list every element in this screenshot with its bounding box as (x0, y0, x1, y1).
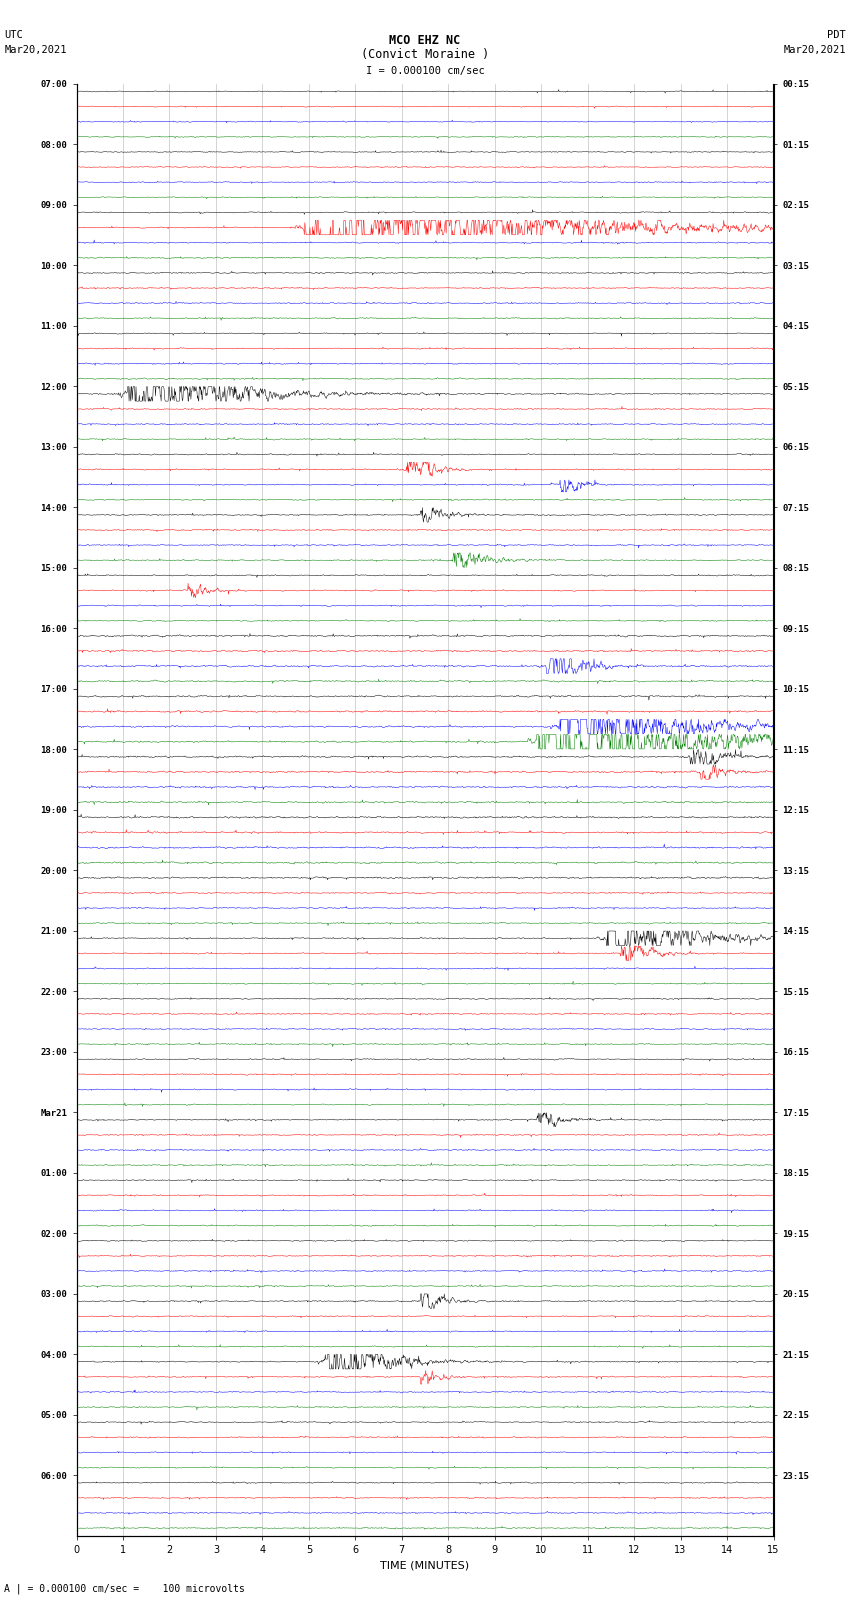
Text: UTC: UTC (4, 31, 23, 40)
Text: A | = 0.000100 cm/sec =    100 microvolts: A | = 0.000100 cm/sec = 100 microvolts (4, 1584, 245, 1594)
Text: PDT: PDT (827, 31, 846, 40)
X-axis label: TIME (MINUTES): TIME (MINUTES) (381, 1560, 469, 1569)
Text: MCO EHZ NC: MCO EHZ NC (389, 34, 461, 47)
Text: Mar20,2021: Mar20,2021 (783, 45, 846, 55)
Text: (Convict Moraine ): (Convict Moraine ) (361, 48, 489, 61)
Text: I = 0.000100 cm/sec: I = 0.000100 cm/sec (366, 66, 484, 76)
Text: Mar20,2021: Mar20,2021 (4, 45, 67, 55)
